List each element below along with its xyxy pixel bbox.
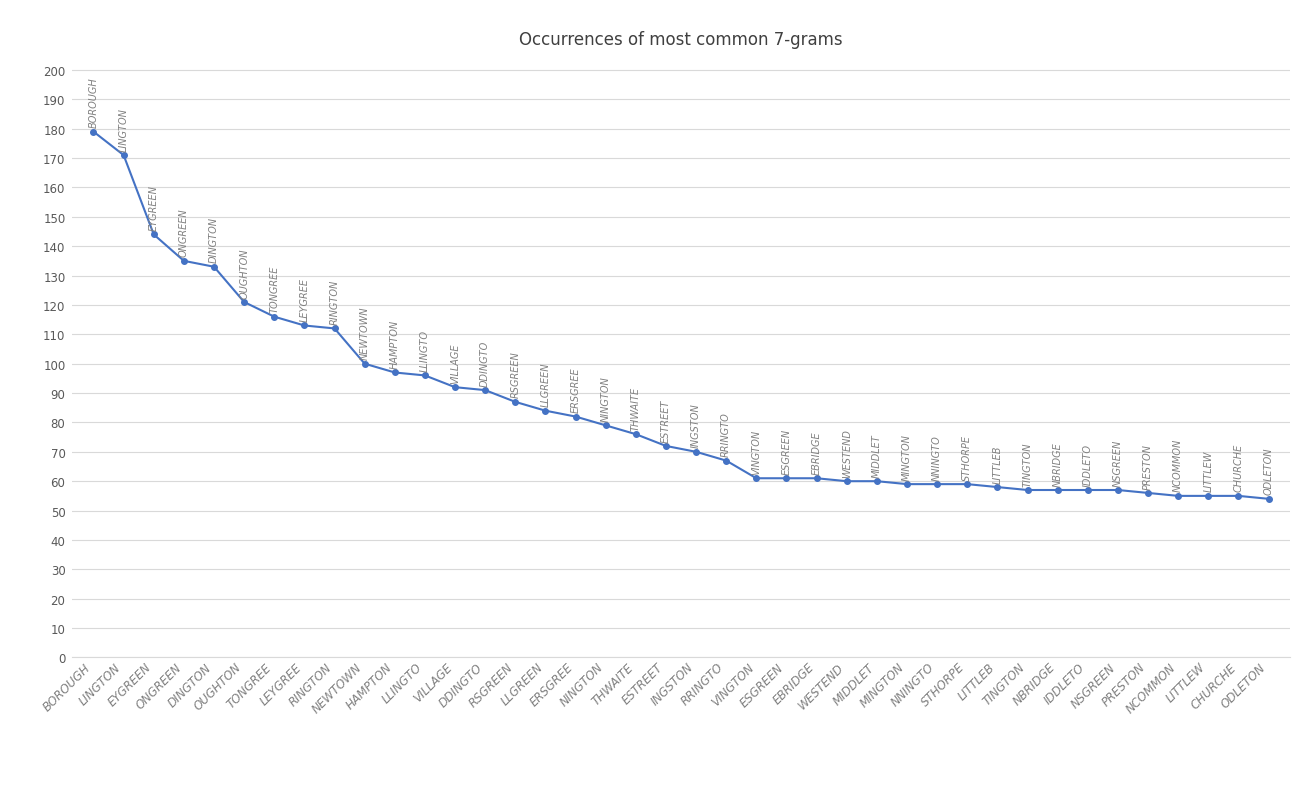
Text: ONGREEN: ONGREEN bbox=[179, 209, 190, 257]
Text: HAMPTON: HAMPTON bbox=[390, 319, 400, 369]
Text: LINGTON: LINGTON bbox=[118, 107, 129, 152]
Text: NBRIDGE: NBRIDGE bbox=[1053, 441, 1062, 486]
Text: ESTREET: ESTREET bbox=[661, 399, 671, 442]
Text: RRINGTO: RRINGTO bbox=[721, 412, 732, 456]
Text: EYGREEN: EYGREEN bbox=[149, 185, 159, 231]
Text: VINGTON: VINGTON bbox=[751, 429, 762, 474]
Text: VILLAGE: VILLAGE bbox=[450, 342, 461, 383]
Text: DDINGTO: DDINGTO bbox=[480, 340, 490, 387]
Title: Occurrences of most common 7-grams: Occurrences of most common 7-grams bbox=[520, 31, 842, 49]
Text: DINGTON: DINGTON bbox=[209, 217, 218, 263]
Text: LITTLEB: LITTLEB bbox=[992, 444, 1003, 483]
Text: ERSGREE: ERSGREE bbox=[571, 367, 580, 413]
Text: TINGTON: TINGTON bbox=[1023, 442, 1033, 486]
Text: INGSTON: INGSTON bbox=[691, 403, 701, 448]
Text: LLINGTO: LLINGTO bbox=[420, 330, 430, 371]
Text: WESTEND: WESTEND bbox=[842, 428, 851, 477]
Text: NSGREEN: NSGREEN bbox=[1113, 439, 1123, 486]
Text: STHORPE: STHORPE bbox=[962, 434, 973, 480]
Text: LLGREEN: LLGREEN bbox=[541, 363, 550, 407]
Text: TONGREE: TONGREE bbox=[270, 265, 279, 313]
Text: MINGTON: MINGTON bbox=[901, 433, 912, 480]
Text: NNINGTO: NNINGTO bbox=[932, 435, 942, 480]
Text: NINGTON: NINGTON bbox=[600, 376, 611, 421]
Text: OUGHTON: OUGHTON bbox=[240, 248, 249, 298]
Text: LITTLEW: LITTLEW bbox=[1203, 451, 1213, 492]
Text: IDDLETO: IDDLETO bbox=[1083, 443, 1092, 486]
Text: CHURCHE: CHURCHE bbox=[1233, 444, 1244, 492]
Text: NEWTOWN: NEWTOWN bbox=[359, 306, 370, 360]
Text: MIDDLET: MIDDLET bbox=[873, 434, 882, 477]
Text: RSGREEN: RSGREEN bbox=[511, 351, 520, 398]
Text: EBRIDGE: EBRIDGE bbox=[812, 431, 821, 474]
Text: PRESTON: PRESTON bbox=[1144, 444, 1153, 489]
Text: LEYGREE: LEYGREE bbox=[300, 277, 309, 322]
Text: THWAITE: THWAITE bbox=[630, 387, 641, 430]
Text: BOROUGH: BOROUGH bbox=[88, 77, 99, 128]
Text: ESGREEN: ESGREEN bbox=[782, 428, 791, 474]
Text: ODLETON: ODLETON bbox=[1263, 448, 1274, 495]
Text: NCOMMON: NCOMMON bbox=[1173, 439, 1183, 492]
Text: RINGTON: RINGTON bbox=[329, 279, 340, 325]
